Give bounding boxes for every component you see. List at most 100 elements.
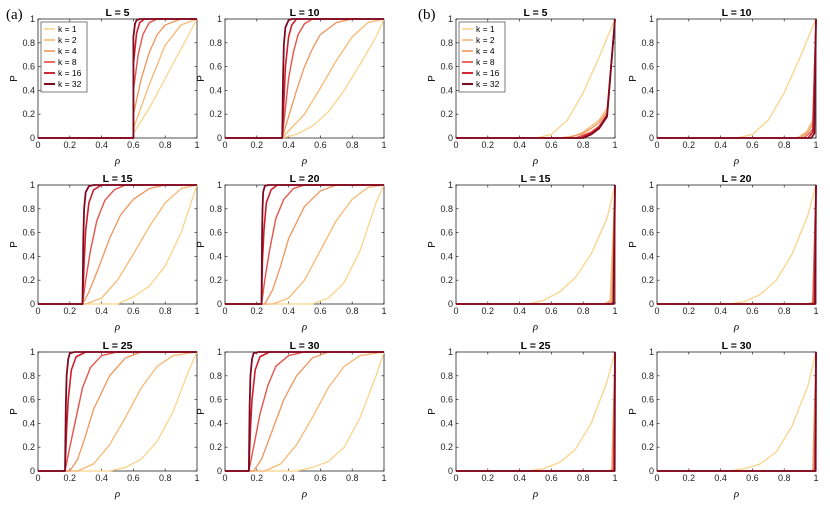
plot-b-5-series-k4 [456, 351, 616, 472]
plot-b-1-series-k32 [456, 18, 616, 139]
plot-a-1-xtick-label: 0.4 [95, 140, 108, 150]
plot-b-4-xtick-label: 1 [813, 306, 818, 316]
plot-a-1-xtick-label: 0.2 [64, 140, 77, 150]
plot-a-4-title: L = 20 [290, 173, 320, 185]
plot-b-4: L = 20 0 0.2 0.4 0.6 0.8 1 0 0.2 0.4 0.6 0.8 1 ρ P [628, 173, 819, 333]
plot-b-6-xlabel: ρ [733, 488, 739, 500]
plot-b-4-ytick-label: 1 [649, 180, 654, 190]
plot-a-3-series-k4 [38, 184, 197, 305]
plot-b-1-xtick-label: 0.2 [482, 140, 495, 150]
plot-a-3-title: L = 15 [103, 173, 133, 185]
plot-b-5-title: L = 25 [521, 340, 551, 352]
plot-b-1-ylabel: P [427, 75, 438, 82]
plot-b-3-title: L = 15 [521, 173, 551, 185]
plot-a-1-legend-label: k = 32 [58, 79, 82, 89]
plot-b-5-xtick-label: 1 [612, 473, 617, 483]
plot-a-1-xtick-label: 0 [35, 140, 40, 150]
plot-a-6-ytick-label: 0.8 [209, 371, 222, 381]
plot-b-5-series-k16 [456, 351, 616, 472]
panel-a-label: (a) [6, 7, 23, 23]
plot-b-6-xtick-label: 0.2 [683, 473, 696, 483]
plot-b-2-series-k1 [657, 18, 817, 139]
plot-a-6: L = 30 0 0.2 0.4 0.6 0.8 1 0 0.2 0.4 0.6 0.8 1 ρ P [196, 340, 387, 500]
plot-a-5-series-k4 [38, 351, 197, 472]
plot-b-3-series-k2 [456, 184, 616, 305]
plot-b-5-xtick-label: 0.6 [545, 473, 558, 483]
plot-a-4-series-k8 [225, 184, 384, 305]
plot-b-5-ytick-label: 1 [448, 347, 453, 357]
plot-b-6: L = 30 0 0.2 0.4 0.6 0.8 1 0 0.2 0.4 0.6 0.8 1 ρ P [628, 340, 819, 500]
plot-a-3-ytick-label: 0.8 [22, 204, 35, 214]
plot-a-1-legend-label: k = 2 [58, 35, 77, 45]
plot-b-2-ytick-label: 0.6 [641, 62, 654, 72]
plot-a-6-xtick-label: 0.2 [251, 473, 264, 483]
plot-b-5-xtick-label: 0 [453, 473, 458, 483]
plot-b-4-ylabel: P [628, 241, 639, 248]
plot-a-2-xtick-label: 0.8 [346, 140, 359, 150]
plot-b-5-axes-box [455, 351, 616, 472]
plot-a-4-axes-box [224, 184, 385, 305]
plot-a-5-ytick-label: 1 [30, 347, 35, 357]
plot-a-3-xtick-label: 0.2 [64, 306, 77, 316]
plot-a-3-series-k32 [38, 184, 197, 305]
plot-b-5-xtick-label: 0.8 [577, 473, 590, 483]
plot-a-2-xtick-label: 0.2 [251, 140, 264, 150]
plot-b-4-ytick-label: 0.6 [641, 228, 654, 238]
plot-a-1-legend: k = 1k = 2k = 4k = 8k = 16k = 32 [40, 21, 88, 93]
plot-a-2-series-group [225, 18, 385, 139]
plot-b-3-xtick-label: 1 [612, 306, 617, 316]
plot-b-3-ytick-label: 0.8 [440, 204, 453, 214]
plot-a-5-ylabel: P [9, 408, 20, 415]
plot-b-3-xtick-label: 0 [453, 306, 458, 316]
plot-b-4-xlabel: ρ [733, 321, 739, 333]
plot-a-2-title: L = 10 [290, 7, 320, 19]
plot-a-5-xtick-label: 0.6 [127, 473, 140, 483]
plot-b-4-series-k16 [657, 184, 817, 305]
plot-b-5-ytick-label: 0.6 [440, 395, 453, 405]
plot-b-4-xtick-label: 0.4 [714, 306, 727, 316]
plot-b-3-ylabel: P [427, 241, 438, 248]
plot-a-5-series-k32 [38, 351, 197, 472]
plot-b-4-series-group [657, 184, 817, 305]
plot-a-5-xtick-label: 1 [194, 473, 199, 483]
plot-a-2-xtick-label: 1 [381, 140, 386, 150]
plot-b-6-series-k1 [657, 351, 817, 472]
plot-a-4-ytick-label: 0.4 [209, 251, 222, 261]
plot-b-5-series-k1 [456, 351, 616, 472]
plot-a-1-xtick-label: 1 [194, 140, 199, 150]
plot-a-6-series-k1 [225, 351, 385, 472]
plot-a-4-xtick-label: 0 [222, 306, 227, 316]
plot-b-3-ytick-label: 0 [448, 299, 453, 309]
plot-b-1-ytick-label: 1 [448, 14, 453, 24]
plot-b-3-xtick-label: 0.4 [513, 306, 526, 316]
plot-b-1-xtick-label: 0.4 [513, 140, 526, 150]
plot-b-2-ytick-label: 1 [649, 14, 654, 24]
plot-a-4-xtick-label: 0.6 [314, 306, 327, 316]
plot-b-6-series-group [657, 351, 817, 472]
plot-a-4-ytick-label: 0.2 [209, 275, 222, 285]
plot-b-4-ytick-label: 0.2 [641, 275, 654, 285]
plot-a-6-series-group [225, 351, 385, 472]
plot-b-2-series-k8 [657, 18, 817, 139]
plot-b-1-legend-label: k = 2 [476, 35, 495, 45]
plot-b-6-series-k16 [657, 351, 817, 472]
plot-a-2-xtick-label: 0 [222, 140, 227, 150]
plot-a-2-series-k4 [225, 18, 384, 139]
plot-a-6-ytick-label: 0 [217, 466, 222, 476]
plot-a-5-xtick-label: 0.4 [95, 473, 108, 483]
plot-a-1-xtick-label: 0.8 [159, 140, 172, 150]
plot-a-2-axes-box [224, 18, 385, 139]
plot-a-1-ytick-label: 1 [30, 14, 35, 24]
plot-b-1-xtick-label: 0 [453, 140, 458, 150]
plot-a-5-series-k8 [38, 351, 197, 472]
plot-b-6-title: L = 30 [722, 340, 752, 352]
plot-a-4-series-k16 [225, 184, 384, 305]
plot-b-1-xlabel: ρ [532, 155, 538, 167]
plot-a-3-series-k1 [38, 184, 198, 305]
plot-a-5-series-group [38, 351, 198, 472]
plot-a-5-ytick-label: 0.4 [22, 418, 35, 428]
plot-a-2-ylabel: P [196, 75, 207, 82]
plot-b-5-ytick-label: 0.2 [440, 442, 453, 452]
plot-b-5-ytick-label: 0.8 [440, 371, 453, 381]
